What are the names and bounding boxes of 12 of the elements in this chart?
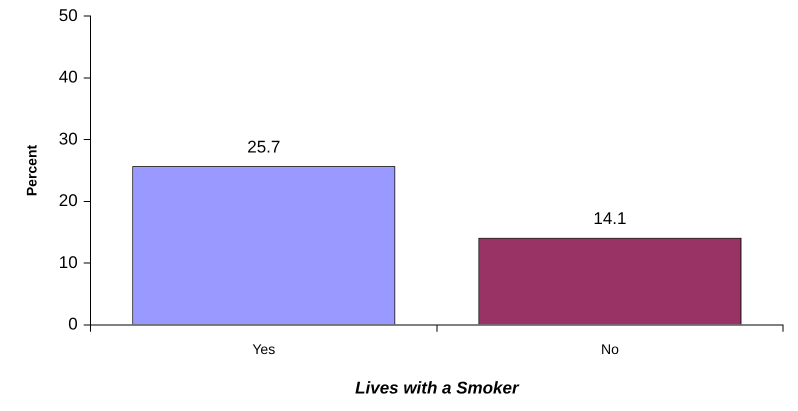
- y-tick-label: 50: [58, 6, 78, 25]
- x-axis-title: Lives with a Smoker: [355, 378, 520, 398]
- x-tick-label: No: [600, 341, 620, 358]
- data-label: 25.7: [247, 137, 280, 156]
- y-tick-label: 10: [58, 252, 78, 272]
- y-tick-label: 30: [58, 129, 78, 148]
- y-tick-label: 20: [58, 191, 78, 210]
- x-tick-label: Yes: [252, 341, 276, 358]
- y-axis-title: Percent: [23, 144, 40, 196]
- y-tick-label: 40: [58, 68, 78, 87]
- data-label: 14.1: [593, 208, 626, 228]
- y-tick-label: 0: [68, 314, 78, 334]
